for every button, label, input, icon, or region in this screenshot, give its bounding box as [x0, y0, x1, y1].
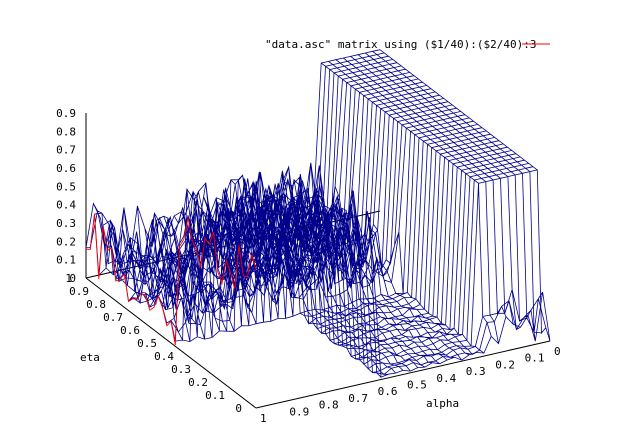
- y-tick-label: 0.6: [120, 324, 140, 337]
- z-tick-label: 0.6: [56, 162, 76, 175]
- z-tick-label: 0.2: [56, 235, 76, 248]
- z-tick-label: 0.8: [56, 125, 76, 138]
- tick-labels: 00.10.20.30.40.50.60.70.80.9100.10.20.30…: [56, 107, 561, 425]
- z-tick-label: 0.7: [56, 144, 76, 157]
- x-tick-label: 0.7: [348, 392, 368, 405]
- z-tick-label: 0: [69, 272, 76, 285]
- surface-mesh: [85, 49, 551, 378]
- x-tick-label: 0: [554, 345, 561, 358]
- x-axis-label: alpha: [426, 397, 459, 410]
- x-tick-label: 0.9: [289, 405, 309, 418]
- y-tick-label: 0.9: [69, 285, 89, 298]
- y-axis-label: eta: [80, 351, 100, 364]
- y-tick-label: 1: [65, 272, 72, 285]
- surface-wireframe: [85, 49, 551, 378]
- x-tick-label: 0.2: [495, 358, 515, 371]
- x-tick-label: 0.6: [378, 385, 398, 398]
- y-tick-label: 0: [235, 402, 242, 415]
- x-tick-label: 0.1: [525, 352, 545, 365]
- y-tick-label: 0.8: [86, 298, 106, 311]
- z-tick-label: 0.9: [56, 107, 76, 120]
- y-tick-label: 0.4: [154, 350, 174, 363]
- y-tick-label: 0.1: [205, 389, 225, 402]
- z-tick-label: 0.3: [56, 217, 76, 230]
- z-tick-label: 0.1: [56, 254, 76, 267]
- x-tick-label: 1: [260, 412, 267, 425]
- axis-edge: [255, 340, 551, 409]
- y-tick-label: 0.7: [103, 311, 123, 324]
- x-tick-label: 0.3: [466, 365, 486, 378]
- axis-edge: [85, 277, 257, 409]
- x-tick-label: 0.5: [407, 379, 427, 392]
- y-tick-label: 0.5: [137, 337, 157, 350]
- z-tick-label: 0.4: [56, 199, 76, 212]
- x-tick-label: 0.8: [319, 399, 339, 412]
- x-tick-label: 0.4: [436, 372, 456, 385]
- y-tick-label: 0.2: [188, 376, 208, 389]
- legend-label: "data.asc" matrix using ($1/40):($2/40):…: [265, 38, 537, 51]
- y-tick-label: 0.3: [171, 363, 191, 376]
- surface-underside: [85, 214, 257, 346]
- legend: "data.asc" matrix using ($1/40):($2/40):…: [265, 38, 550, 51]
- z-tick-label: 0.5: [56, 180, 76, 193]
